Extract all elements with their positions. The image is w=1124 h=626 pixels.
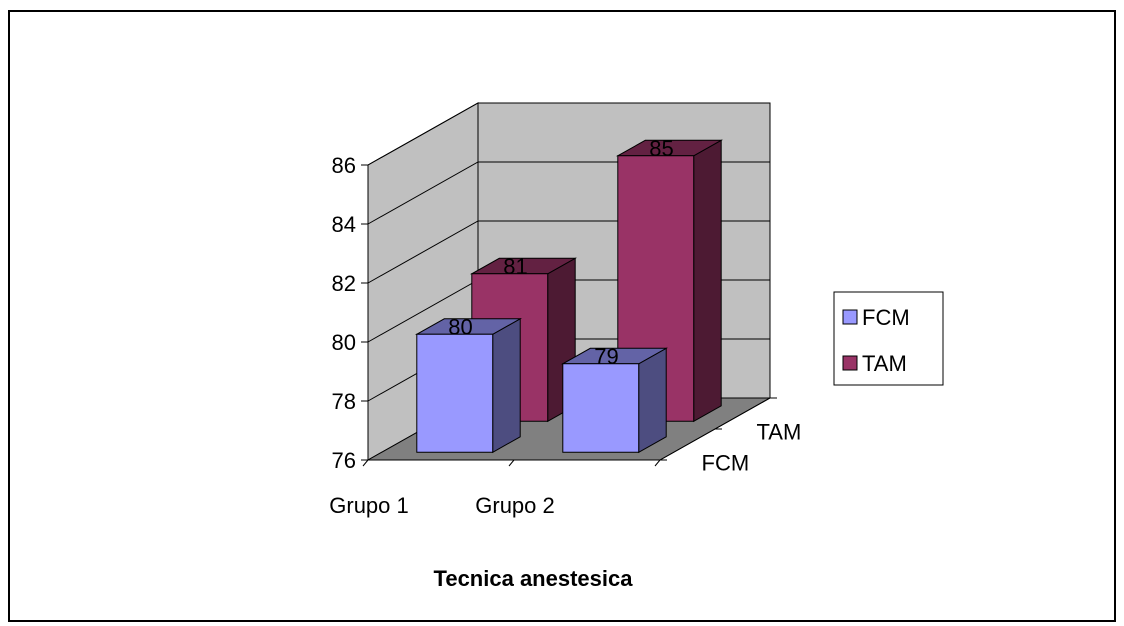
depth-tick-label: TAM xyxy=(757,420,802,445)
x-tick-label: Grupo 1 xyxy=(329,493,409,518)
bar-fcm xyxy=(416,333,494,453)
depth-tick-label: FCM xyxy=(702,451,750,476)
data-label: 80 xyxy=(448,315,472,340)
x-tick xyxy=(362,459,369,467)
bar-fcm xyxy=(562,363,640,453)
bar-side-tam xyxy=(693,139,722,423)
y-tick-label: 78 xyxy=(332,389,356,414)
bar-side-fcm xyxy=(492,317,521,454)
legend-swatch-tam xyxy=(842,355,858,371)
legend-swatch-fcm xyxy=(842,309,858,325)
x-tick-label: Grupo 2 xyxy=(475,493,555,518)
legend-label: TAM xyxy=(862,351,907,376)
y-tick-label: 84 xyxy=(332,212,356,237)
legend-label: FCM xyxy=(862,305,910,330)
data-label: 81 xyxy=(503,254,527,279)
x-axis-title: Tecnica anestesica xyxy=(434,566,634,591)
y-tick-label: 76 xyxy=(332,448,356,473)
x-tick xyxy=(654,459,661,467)
gridline xyxy=(367,102,770,166)
data-label: 85 xyxy=(649,136,673,161)
y-tick-label: 86 xyxy=(332,153,356,178)
data-label: 79 xyxy=(594,344,618,369)
y-tick-label: 82 xyxy=(332,271,356,296)
bar-side-fcm xyxy=(638,347,667,454)
x-tick xyxy=(508,459,515,467)
y-tick-label: 80 xyxy=(332,330,356,355)
